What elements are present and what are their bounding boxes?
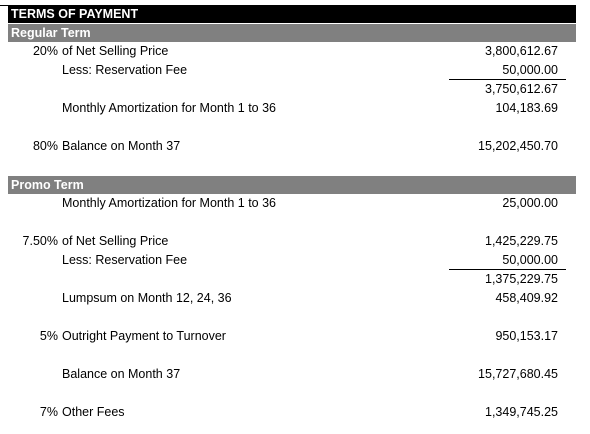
promo-net-pct: 7.50% [22,234,58,248]
promo-reservation-value: 50,000.00 [502,253,558,267]
regular-balance-row: 80% Balance on Month 37 15,202,450.70 [0,137,590,155]
regular-reservation-label: Less: Reservation Fee [62,63,188,77]
regular-amortization-row: Monthly Amortization for Month 1 to 36 1… [0,99,590,117]
promo-outright-pct: 5% [39,329,58,343]
regular-net-value: 3,800,612.67 [485,44,558,58]
promo-amortization-value: 25,000.00 [502,196,558,210]
promo-outright-value: 950,153.17 [495,329,558,343]
regular-subtotal-rule [449,79,566,80]
promo-other-fees-row: 7% Other Fees 1,349,745.25 [0,403,590,421]
promo-amortization-label: Monthly Amortization for Month 1 to 36 [62,196,276,210]
promo-fees-label: Other Fees [62,405,125,419]
promo-net-value: 1,425,229.75 [485,234,558,248]
regular-subtotal-row: 3,750,612.67 [0,80,590,98]
promo-fees-pct: 7% [39,405,58,419]
regular-term-header: Regular Term [8,24,576,42]
promo-fees-value: 1,349,745.25 [485,405,558,419]
promo-lumpsum-row: Lumpsum on Month 12, 24, 36 458,409.92 [0,289,590,307]
regular-net-label: of Net Selling Price [62,44,169,58]
promo-balance-row: Balance on Month 37 15,727,680.45 [0,365,590,383]
regular-balance-pct: 80% [32,139,58,153]
promo-outright-row: 5% Outright Payment to Turnover 950,153.… [0,327,590,345]
regular-reservation-row: Less: Reservation Fee 50,000.00 [0,61,590,79]
promo-balance-label: Balance on Month 37 [62,367,181,381]
regular-amortization-value: 104,183.69 [495,101,558,115]
regular-net-pct: 20% [32,44,58,58]
promo-reservation-label: Less: Reservation Fee [62,253,188,267]
regular-balance-label: Balance on Month 37 [62,139,181,153]
regular-reservation-value: 50,000.00 [502,63,558,77]
regular-subtotal-value: 3,750,612.67 [485,82,558,96]
promo-balance-value: 15,727,680.45 [478,367,558,381]
promo-lumpsum-label: Lumpsum on Month 12, 24, 36 [62,291,232,305]
terms-of-payment-header: TERMS OF PAYMENT [8,5,576,23]
promo-subtotal-rule [449,269,566,270]
promo-reservation-row: Less: Reservation Fee 50,000.00 [0,251,590,269]
regular-net-price-row: 20% of Net Selling Price 3,800,612.67 [0,42,590,60]
regular-balance-value: 15,202,450.70 [478,139,558,153]
promo-lumpsum-value: 458,409.92 [495,291,558,305]
promo-net-price-row: 7.50% of Net Selling Price 1,425,229.75 [0,232,590,250]
promo-subtotal-value: 1,375,229.75 [485,272,558,286]
promo-outright-label: Outright Payment to Turnover [62,329,226,343]
promo-amortization-row: Monthly Amortization for Month 1 to 36 2… [0,194,590,212]
promo-net-label: of Net Selling Price [62,234,169,248]
promo-term-header: Promo Term [8,176,576,194]
promo-subtotal-row: 1,375,229.75 [0,270,590,288]
regular-amortization-label: Monthly Amortization for Month 1 to 36 [62,101,276,115]
